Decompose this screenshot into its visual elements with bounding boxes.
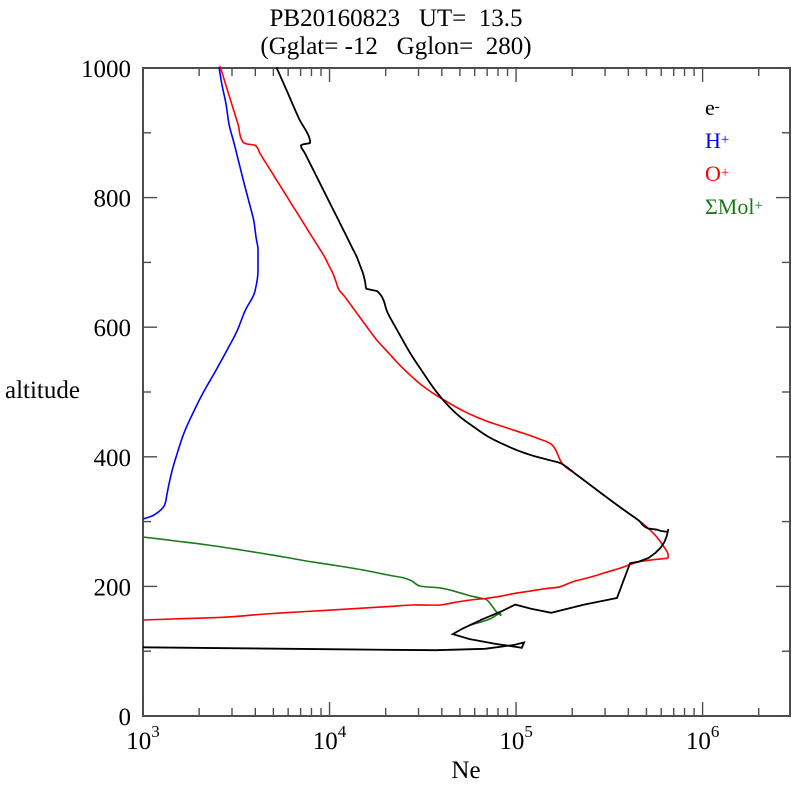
svg-text:1000: 1000 bbox=[81, 56, 131, 83]
svg-text:200: 200 bbox=[94, 574, 132, 601]
svg-text:altitude: altitude bbox=[5, 377, 80, 404]
svg-text:0: 0 bbox=[119, 704, 132, 731]
svg-text:800: 800 bbox=[94, 186, 132, 213]
svg-text:PB20160823 UT= 13.5: PB20160823 UT= 13.5 bbox=[269, 5, 522, 32]
svg-text:Ne: Ne bbox=[451, 757, 480, 784]
svg-text:(Gglat= -12 Gglon= 280): (Gglat= -12 Gglon= 280) bbox=[260, 33, 531, 60]
svg-text:600: 600 bbox=[94, 315, 132, 342]
svg-text:400: 400 bbox=[94, 445, 132, 472]
svg-text:ΣMol+: ΣMol+ bbox=[705, 194, 763, 219]
